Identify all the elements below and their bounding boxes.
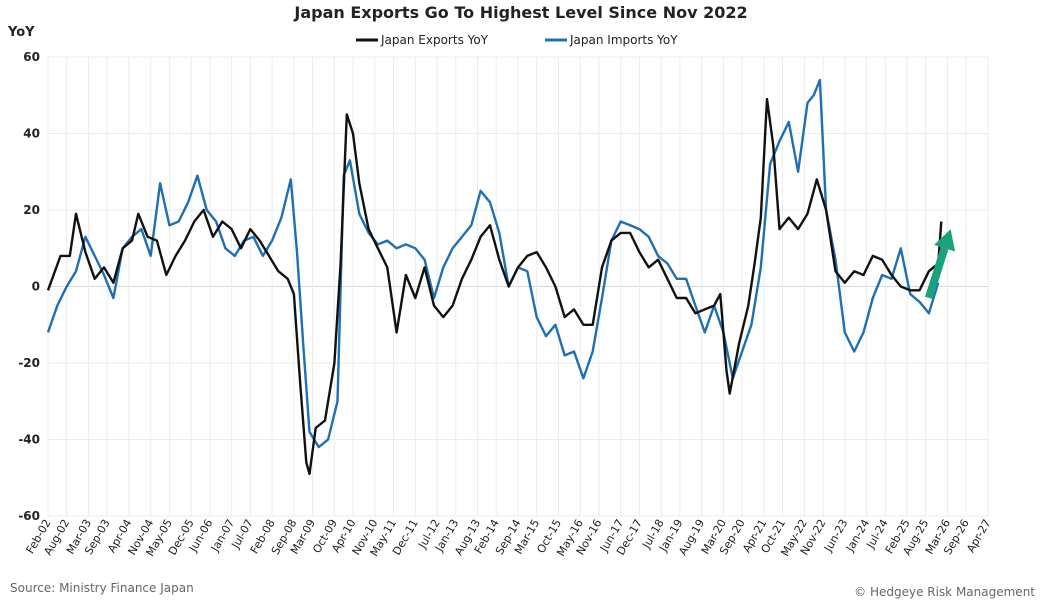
series-lines [46, 78, 943, 476]
series-line-japan-imports-yoy [46, 78, 940, 449]
grid [47, 56, 989, 517]
y-tick-label: -40 [18, 433, 40, 447]
source-note: Source: Ministry Finance Japan [10, 581, 194, 595]
y-tick-label: 40 [23, 127, 40, 141]
legend-label-exports: Japan Exports YoY [380, 33, 489, 47]
legend: Japan Exports YoY Japan Imports YoY [356, 33, 678, 47]
y-tick-label: -20 [18, 356, 40, 370]
series-line-japan-exports-yoy [46, 97, 943, 476]
y-tick-label: 20 [23, 203, 40, 217]
y-tick-label: -60 [18, 509, 40, 523]
trend-arrow-shaft [925, 246, 949, 300]
y-axis-label: YoY [7, 25, 35, 40]
x-axis-ticks: Feb-02Aug-02Mar-03Sep-03Apr-04Nov-04May-… [24, 517, 994, 559]
annotations [925, 229, 956, 300]
y-axis-ticks: 60 40 20 0 -20 -40 -60 [18, 50, 40, 523]
y-tick-label: 0 [32, 280, 40, 294]
y-tick-label: 60 [23, 50, 40, 64]
trend-arrow-head [934, 229, 956, 252]
chart-title: Japan Exports Go To Highest Level Since … [293, 3, 747, 22]
legend-label-imports: Japan Imports YoY [569, 33, 678, 47]
copyright-note: © Hedgeye Risk Management [854, 585, 1035, 599]
